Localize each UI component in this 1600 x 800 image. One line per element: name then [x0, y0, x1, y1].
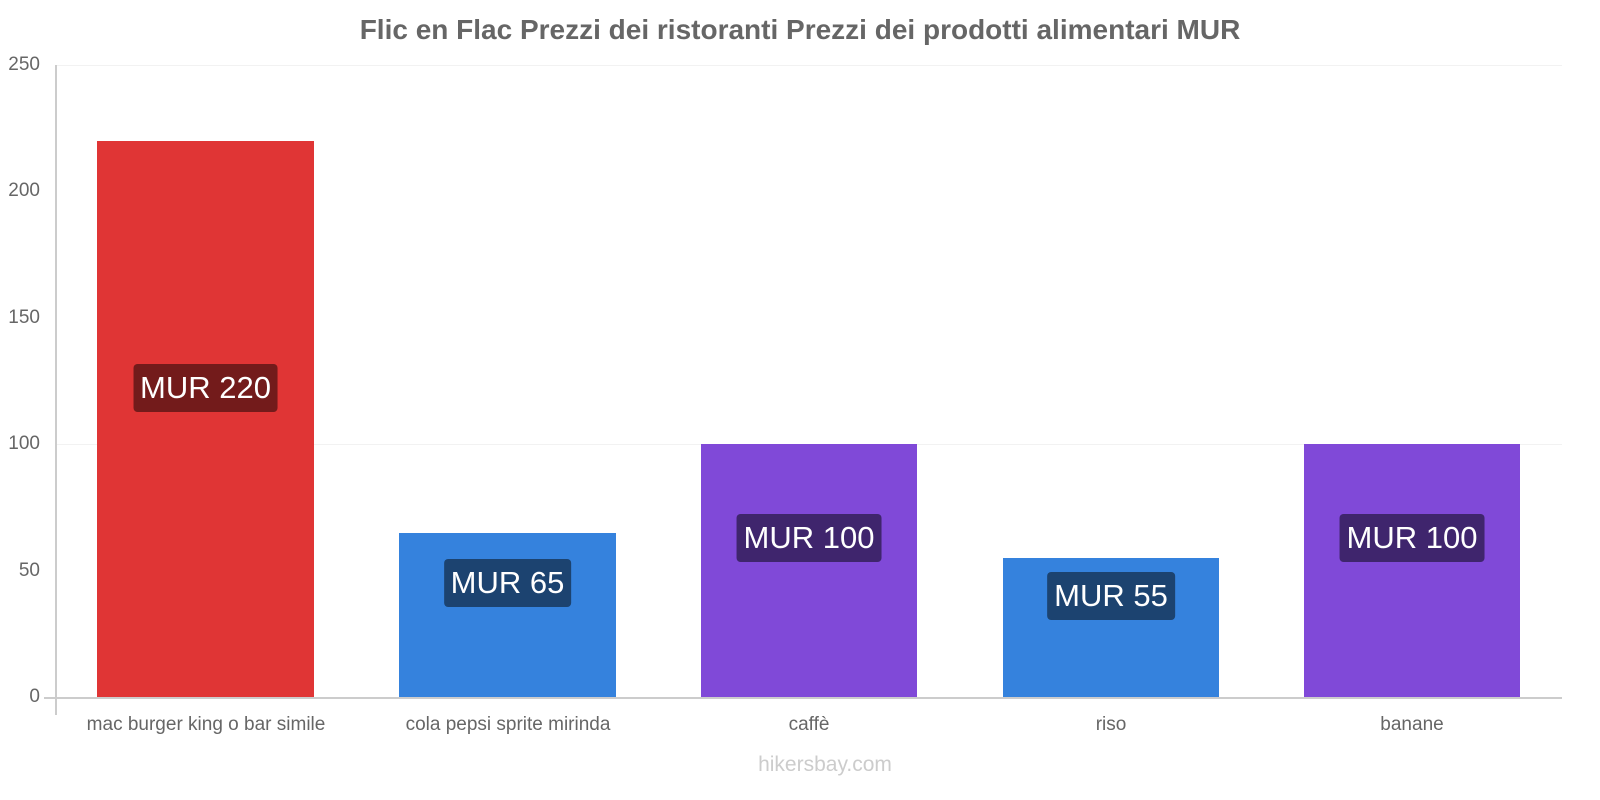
y-tick-150: 150: [8, 307, 40, 328]
watermark: hikersbay.com: [758, 753, 892, 776]
x-label-mac-burger: mac burger king o bar simile: [86, 714, 326, 735]
bar-mac-burger[interactable]: MUR 220: [97, 141, 314, 697]
x-label-riso: riso: [1095, 714, 1127, 735]
data-label: MUR 220: [133, 364, 278, 412]
y-tick-100: 100: [8, 433, 40, 454]
chart-title: Flic en Flac Prezzi dei ristoranti Prezz…: [359, 14, 1241, 45]
y-tick-0: 0: [29, 686, 40, 707]
gridline-250: [56, 65, 1562, 66]
x-label-cola: cola pepsi sprite mirinda: [405, 714, 611, 735]
plot-area: MUR 220 MUR 65 MUR 100 MUR 55 MUR 100: [56, 65, 1562, 697]
x-axis-line: [44, 697, 1562, 699]
bar-banane[interactable]: MUR 100: [1304, 444, 1520, 697]
data-label: MUR 100: [736, 514, 882, 562]
y-tick-200: 200: [8, 180, 40, 201]
y-tick-250: 250: [8, 54, 40, 75]
data-label: MUR 55: [1047, 572, 1175, 620]
bar-cola[interactable]: MUR 65: [399, 533, 616, 697]
x-label-banane: banane: [1380, 714, 1444, 735]
y-tick-50: 50: [18, 560, 40, 581]
y-axis-line: [55, 65, 57, 715]
data-label: MUR 65: [443, 559, 572, 607]
x-label-caffe: caffè: [788, 714, 830, 735]
bar-caffe[interactable]: MUR 100: [701, 444, 917, 697]
bar-riso[interactable]: MUR 55: [1003, 558, 1219, 697]
data-label: MUR 100: [1339, 514, 1485, 562]
